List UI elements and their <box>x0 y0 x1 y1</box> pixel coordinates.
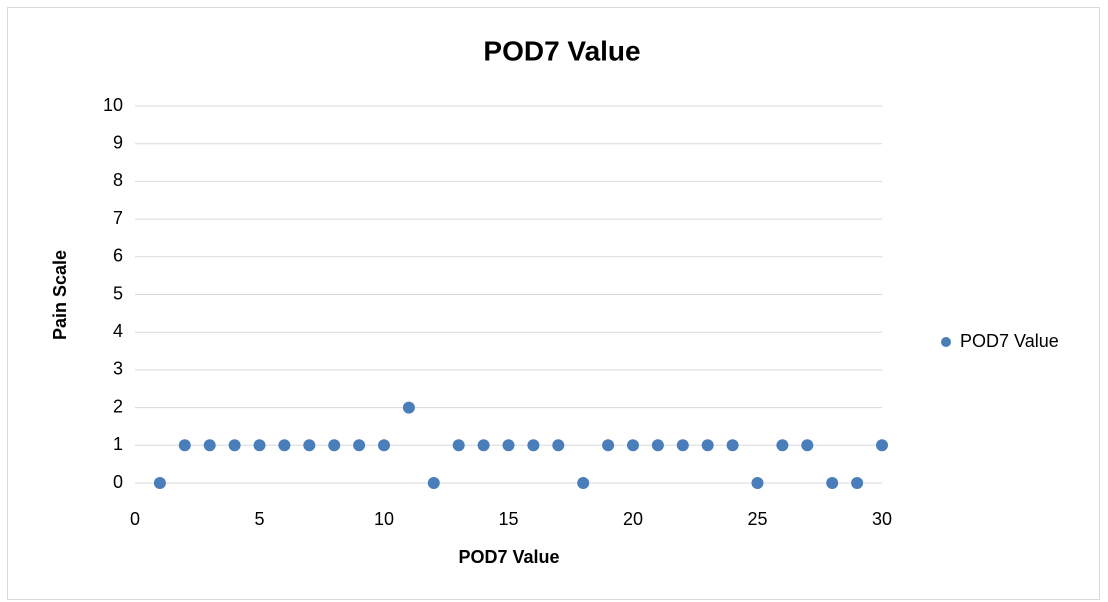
point <box>427 477 440 489</box>
x-tick-label: 20 <box>623 509 643 529</box>
point <box>577 477 590 489</box>
legend-label: POD7 Value <box>960 331 1059 351</box>
point <box>153 477 166 489</box>
point <box>627 439 639 452</box>
point <box>876 439 888 452</box>
point <box>303 439 316 452</box>
y-tick-label: 9 <box>113 132 123 152</box>
y-tick-label: 10 <box>103 95 123 115</box>
point <box>651 439 664 452</box>
y-tick-label: 3 <box>113 359 123 379</box>
y-tick-label: 8 <box>113 170 123 190</box>
point <box>751 477 764 489</box>
point <box>726 439 739 452</box>
point <box>826 477 839 489</box>
point <box>253 439 266 452</box>
point <box>278 439 291 452</box>
point <box>527 439 540 452</box>
point <box>502 439 515 452</box>
x-tick-label: 10 <box>374 509 394 529</box>
point <box>676 439 689 452</box>
x-tick-label: 5 <box>254 509 264 529</box>
y-tick-label: 7 <box>113 208 123 228</box>
point <box>477 439 490 452</box>
point <box>228 439 241 452</box>
y-tick-label: 6 <box>113 246 123 266</box>
y-tick-label: 4 <box>113 321 123 341</box>
x-tick-label: 25 <box>747 509 767 529</box>
y-tick-label: 1 <box>113 434 123 454</box>
y-tick-label: 5 <box>113 283 123 303</box>
point <box>353 439 366 452</box>
point <box>402 401 415 414</box>
point <box>452 439 465 452</box>
x-tick-label: 15 <box>498 509 518 529</box>
chart-title: POD7 Value <box>483 35 640 66</box>
point <box>801 439 814 452</box>
point <box>552 439 565 452</box>
point <box>701 439 714 452</box>
y-tick-label: 0 <box>113 472 123 492</box>
y-axis-title: Pain Scale <box>50 250 70 340</box>
point <box>776 439 789 452</box>
y-tick-label: 2 <box>113 396 123 416</box>
x-axis-title: POD7 Value <box>458 547 559 567</box>
point <box>328 439 341 452</box>
legend-marker <box>941 337 951 347</box>
chart-frame <box>7 7 1100 600</box>
point <box>602 439 615 452</box>
point <box>378 439 390 452</box>
x-tick-label: 0 <box>130 509 140 529</box>
point <box>851 477 864 489</box>
point <box>203 439 216 452</box>
x-tick-label: 30 <box>872 509 892 529</box>
point <box>178 439 191 452</box>
